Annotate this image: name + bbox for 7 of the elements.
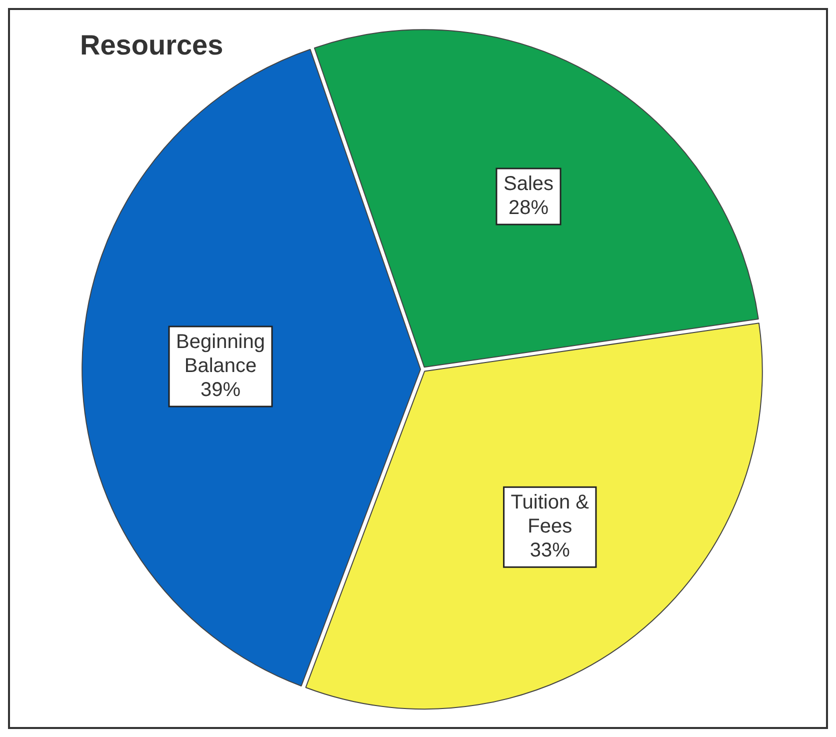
data-label: 28%: [508, 196, 549, 219]
slice-label: Sales: [503, 172, 554, 195]
data-label: 33%: [530, 540, 570, 562]
chart-title: Resources: [80, 30, 224, 61]
data-label: 39%: [200, 378, 241, 401]
slice-label: Beginning Balance: [176, 330, 266, 377]
slice-label: Tuition & Fees: [510, 492, 590, 538]
